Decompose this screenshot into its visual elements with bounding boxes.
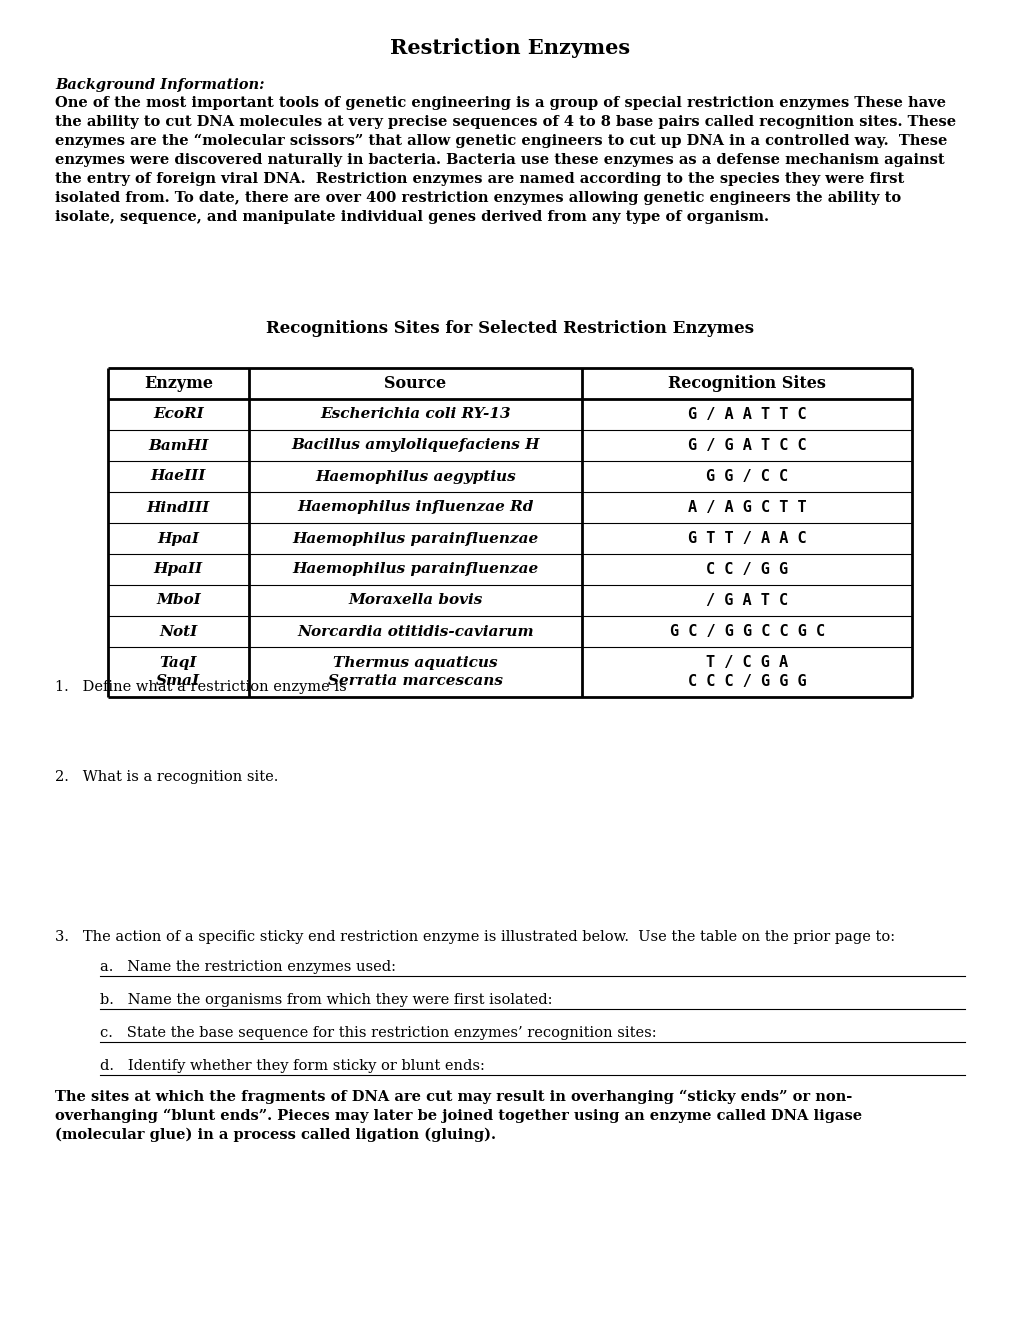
- Text: Haemophilus influenzae Rd: Haemophilus influenzae Rd: [298, 500, 533, 515]
- Text: HpaI: HpaI: [157, 532, 199, 545]
- Text: d.   Identify whether they form sticky or blunt ends:: d. Identify whether they form sticky or …: [100, 1059, 489, 1073]
- Text: G / A A T T C: G / A A T T C: [687, 407, 806, 422]
- Text: TaqI
SmaI: TaqI SmaI: [156, 656, 200, 688]
- Text: a.   Name the restriction enzymes used:: a. Name the restriction enzymes used:: [100, 960, 395, 974]
- Text: Recognition Sites: Recognition Sites: [667, 375, 825, 392]
- Text: overhanging “blunt ends”. Pieces may later be joined together using an enzyme ca: overhanging “blunt ends”. Pieces may lat…: [55, 1109, 861, 1123]
- Text: the ability to cut DNA molecules at very precise sequences of 4 to 8 base pairs : the ability to cut DNA molecules at very…: [55, 115, 955, 129]
- Text: NotI: NotI: [159, 624, 198, 639]
- Text: the entry of foreign viral DNA.  Restriction enzymes are named according to the : the entry of foreign viral DNA. Restrict…: [55, 172, 904, 186]
- Text: Escherichia coli RY-13: Escherichia coli RY-13: [320, 408, 511, 421]
- Text: / G A T C: / G A T C: [705, 593, 788, 609]
- Text: Source: Source: [384, 375, 446, 392]
- Text: G C / G G C C G C: G C / G G C C G C: [668, 624, 824, 639]
- Text: Thermus aquaticus
Serratia marcescans: Thermus aquaticus Serratia marcescans: [328, 656, 502, 688]
- Text: enzymes are the “molecular scissors” that allow genetic engineers to cut up DNA : enzymes are the “molecular scissors” tha…: [55, 135, 947, 148]
- Text: isolated from. To date, there are over 400 restriction enzymes allowing genetic : isolated from. To date, there are over 4…: [55, 191, 900, 205]
- Text: Background Information:: Background Information:: [55, 78, 264, 92]
- Text: T / C G A
C C C / G G G: T / C G A C C C / G G G: [687, 655, 806, 689]
- Text: MboI: MboI: [156, 594, 201, 607]
- Text: BamHI: BamHI: [148, 438, 208, 453]
- Text: isolate, sequence, and manipulate individual genes derived from any type of orga: isolate, sequence, and manipulate indivi…: [55, 210, 768, 224]
- Text: Enzyme: Enzyme: [144, 375, 213, 392]
- Text: 3.   The action of a specific sticky end restriction enzyme is illustrated below: 3. The action of a specific sticky end r…: [55, 931, 895, 944]
- Text: (molecular glue) in a process called ligation (gluing).: (molecular glue) in a process called lig…: [55, 1129, 495, 1142]
- Text: EcoRI: EcoRI: [153, 408, 204, 421]
- Text: Haemophilus aegyptius: Haemophilus aegyptius: [315, 470, 516, 483]
- Text: Moraxella bovis: Moraxella bovis: [348, 594, 482, 607]
- Text: Recognitions Sites for Selected Restriction Enzymes: Recognitions Sites for Selected Restrict…: [266, 319, 753, 337]
- Text: c.   State the base sequence for this restriction enzymes’ recognition sites:: c. State the base sequence for this rest…: [100, 1026, 660, 1040]
- Text: C C / G G: C C / G G: [705, 562, 788, 577]
- Text: Norcardia otitidis-caviarum: Norcardia otitidis-caviarum: [297, 624, 533, 639]
- Text: Haemophilus parainfluenzae: Haemophilus parainfluenzae: [292, 532, 538, 545]
- Text: Haemophilus parainfluenzae: Haemophilus parainfluenzae: [292, 562, 538, 577]
- Text: 1.   Define what a restriction enzyme is: 1. Define what a restriction enzyme is: [55, 680, 346, 694]
- Text: enzymes were discovered naturally in bacteria. Bacteria use these enzymes as a d: enzymes were discovered naturally in bac…: [55, 153, 944, 168]
- Text: 2.   What is a recognition site.: 2. What is a recognition site.: [55, 770, 278, 784]
- Text: b.   Name the organisms from which they were first isolated:: b. Name the organisms from which they we…: [100, 993, 556, 1007]
- Text: G G / C C: G G / C C: [705, 469, 788, 484]
- Text: Bacillus amyloliquefaciens H: Bacillus amyloliquefaciens H: [291, 438, 539, 453]
- Text: HindIII: HindIII: [147, 500, 210, 515]
- Text: G / G A T C C: G / G A T C C: [687, 438, 806, 453]
- Text: G T T / A A C: G T T / A A C: [687, 531, 806, 546]
- Text: One of the most important tools of genetic engineering is a group of special res: One of the most important tools of genet…: [55, 96, 945, 110]
- Text: HpaII: HpaII: [154, 562, 203, 577]
- Text: A / A G C T T: A / A G C T T: [687, 500, 806, 515]
- Text: The sites at which the fragments of DNA are cut may result in overhanging “stick: The sites at which the fragments of DNA …: [55, 1090, 852, 1105]
- Text: HaeIII: HaeIII: [151, 470, 206, 483]
- Text: Restriction Enzymes: Restriction Enzymes: [389, 38, 630, 58]
